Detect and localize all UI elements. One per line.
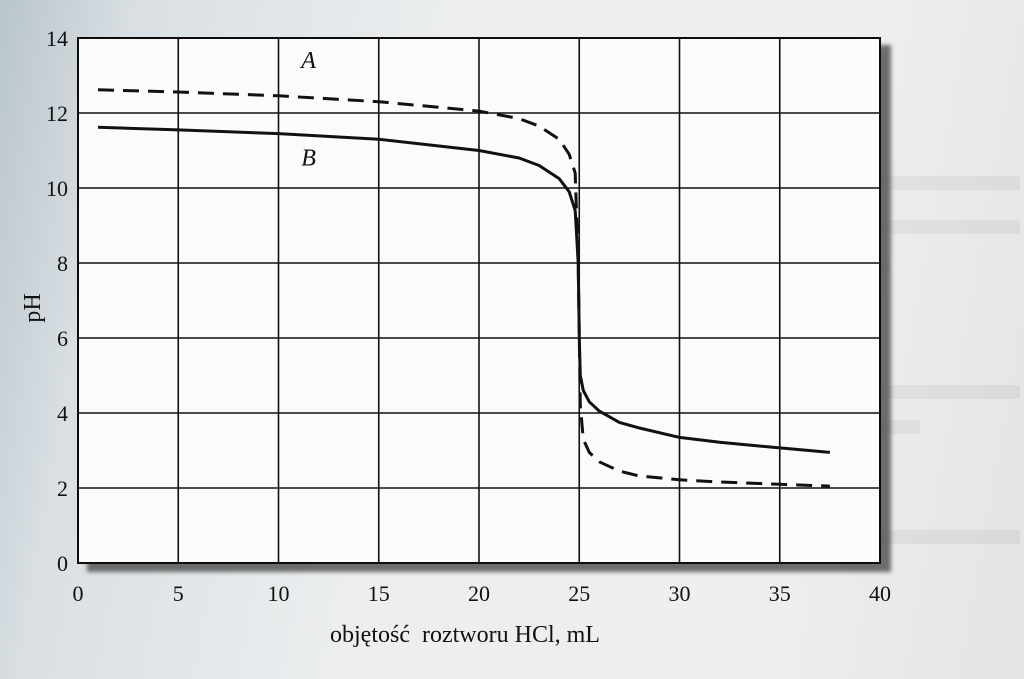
- y-tick-label: 6: [57, 326, 68, 351]
- x-tick-label: 30: [669, 581, 691, 606]
- x-tick-label: 10: [268, 581, 290, 606]
- series-label-b: B: [301, 146, 316, 172]
- y-tick-label: 8: [57, 251, 68, 276]
- y-tick-label: 12: [46, 101, 68, 126]
- y-tick-label: 2: [57, 476, 68, 501]
- y-tick-label: 14: [46, 26, 68, 51]
- grid: [78, 38, 880, 563]
- annotations: AB: [299, 48, 316, 172]
- series-label-a: A: [299, 48, 316, 74]
- x-tick-label: 5: [173, 581, 184, 606]
- x-tick-label: 15: [368, 581, 390, 606]
- x-tick-label: 40: [869, 581, 891, 606]
- y-tick-label: 0: [57, 551, 68, 576]
- x-tick-label: 25: [568, 581, 590, 606]
- x-axis-label: objętość roztworu HCl, mL: [330, 622, 600, 648]
- series-line-b: [97, 125, 831, 454]
- series-layer: [97, 88, 831, 488]
- x-tick-label: 20: [468, 581, 490, 606]
- tick-labels: 0 5 10 15 20 25 30 35 40 0 2 4 6 8 10 12 14: [46, 26, 891, 606]
- y-tick-label: 10: [46, 176, 68, 201]
- x-tick-label: 35: [769, 581, 791, 606]
- y-axis-label: pH: [20, 293, 46, 322]
- y-tick-label: 4: [57, 401, 68, 426]
- x-tick-label: 0: [73, 581, 84, 606]
